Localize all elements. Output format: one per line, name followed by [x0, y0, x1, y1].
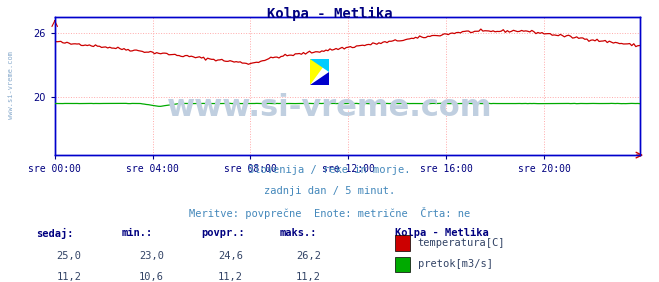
Text: pretok[m3/s]: pretok[m3/s]: [418, 259, 493, 269]
Text: 11,2: 11,2: [57, 272, 82, 282]
Text: www.si-vreme.com: www.si-vreme.com: [167, 93, 492, 122]
Text: 24,6: 24,6: [218, 251, 243, 261]
Text: Kolpa - Metlika: Kolpa - Metlika: [395, 228, 489, 239]
Text: 26,2: 26,2: [296, 251, 321, 261]
Text: sedaj:: sedaj:: [36, 228, 74, 239]
Text: povpr.:: povpr.:: [201, 228, 244, 238]
Text: maks.:: maks.:: [280, 228, 318, 238]
Text: 23,0: 23,0: [139, 251, 164, 261]
Text: 10,6: 10,6: [139, 272, 164, 282]
Text: 11,2: 11,2: [296, 272, 321, 282]
Text: Kolpa - Metlika: Kolpa - Metlika: [267, 7, 392, 21]
Text: zadnji dan / 5 minut.: zadnji dan / 5 minut.: [264, 186, 395, 196]
Text: Meritve: povprečne  Enote: metrične  Črta: ne: Meritve: povprečne Enote: metrične Črta:…: [189, 207, 470, 219]
Text: Slovenija / reke in morje.: Slovenija / reke in morje.: [248, 165, 411, 175]
Text: 25,0: 25,0: [57, 251, 82, 261]
Text: min.:: min.:: [122, 228, 153, 238]
Text: www.si-vreme.com: www.si-vreme.com: [8, 50, 14, 119]
Text: 11,2: 11,2: [218, 272, 243, 282]
Text: temperatura[C]: temperatura[C]: [418, 238, 505, 248]
